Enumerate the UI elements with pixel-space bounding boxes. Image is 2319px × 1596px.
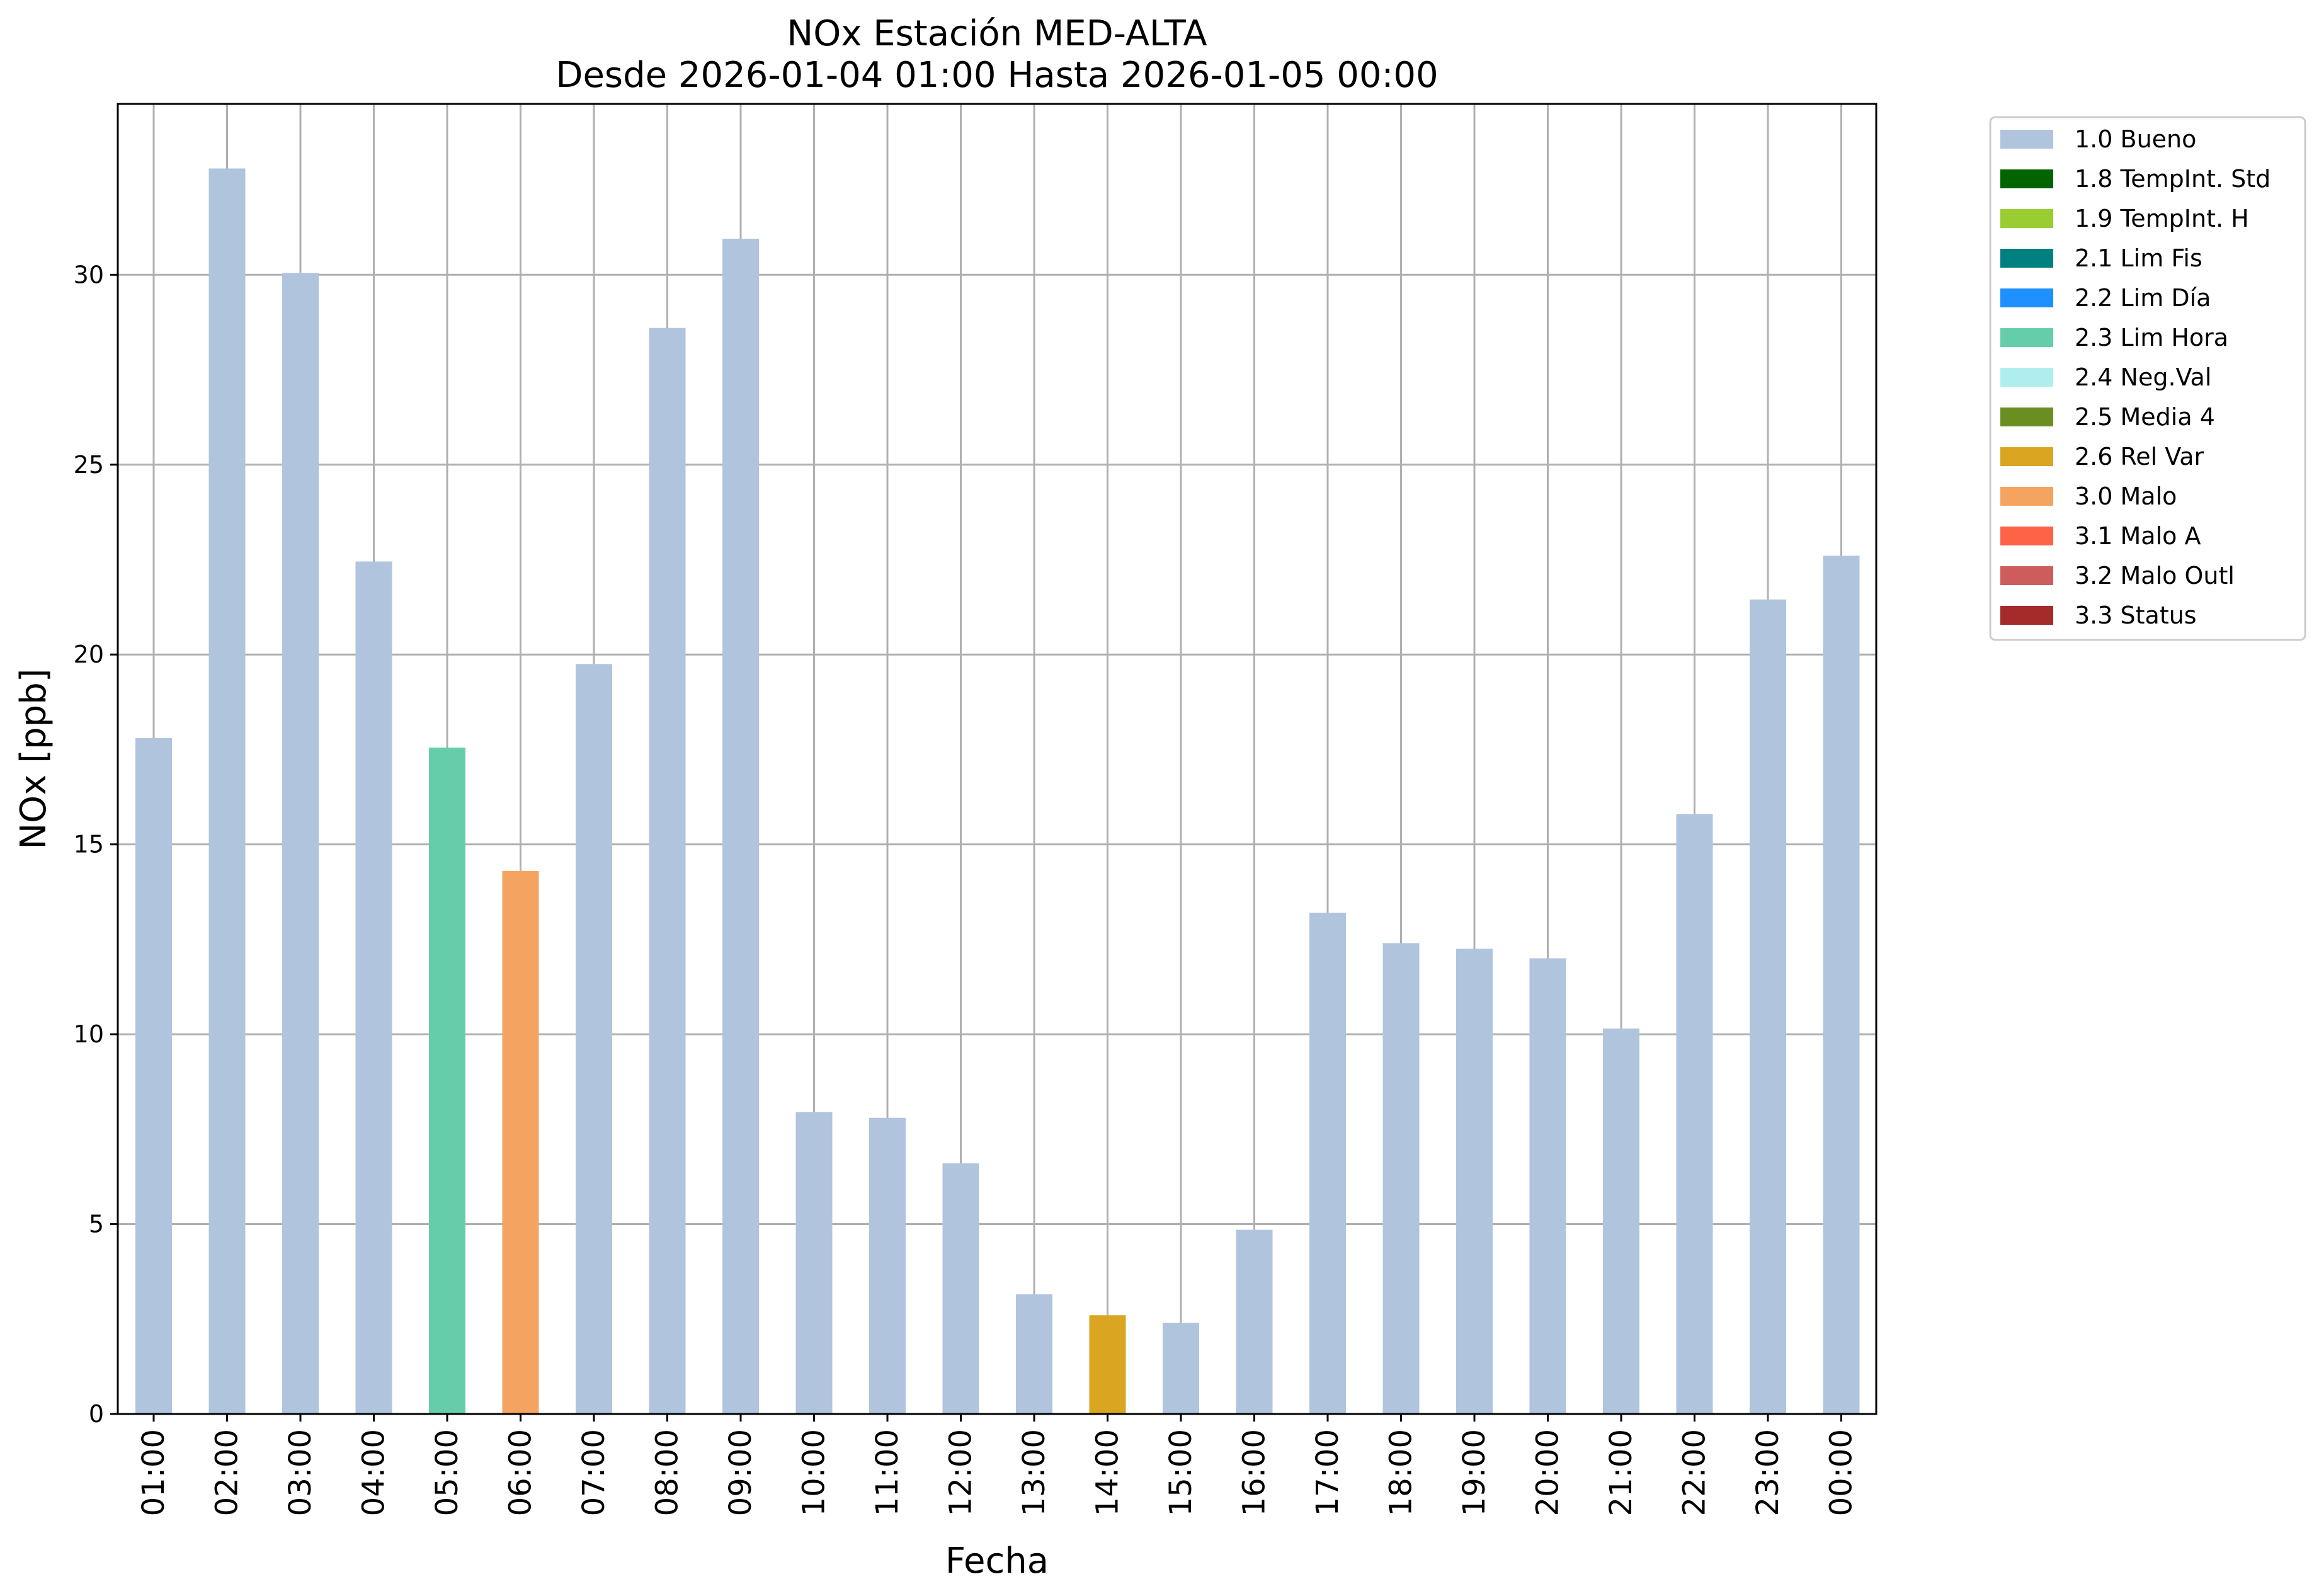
x-tick-label-23: 00:00 [1824,1429,1859,1516]
legend-label-9: 3.0 Malo [2075,482,2177,510]
bar-0300 [282,273,319,1415]
bar-0900 [722,239,759,1414]
x-tick-label-2: 03:00 [283,1429,318,1516]
bar-1300 [1016,1294,1052,1414]
x-tick-label-19: 20:00 [1530,1429,1566,1516]
chart-title: NOx Estación MED-ALTA [787,13,1207,54]
x-tick-label-15: 16:00 [1237,1429,1272,1516]
x-tick-label-1: 02:00 [210,1429,245,1516]
legend-label-4: 2.2 Lim Día [2075,284,2211,312]
y-tick-label-2: 10 [74,1020,104,1048]
legend-swatch-11 [2000,566,2053,585]
x-tick-label-13: 14:00 [1090,1429,1125,1516]
legend-swatch-2 [2000,209,2053,228]
legend-swatch-9 [2000,487,2053,506]
y-tick-label-1: 5 [89,1211,104,1238]
x-tick-label-7: 08:00 [650,1429,685,1516]
bar-1600 [1236,1229,1273,1414]
legend-swatch-8 [2000,447,2053,466]
bar-0000 [1823,556,1860,1415]
x-tick-label-22: 23:00 [1750,1429,1786,1516]
x-tick-label-8: 09:00 [723,1429,758,1516]
legend-label-0: 1.0 Bueno [2075,125,2196,153]
x-axis-label: Fecha [945,1541,1049,1582]
y-tick-label-3: 15 [74,831,104,858]
legend-swatch-12 [2000,606,2053,625]
legend-swatch-7 [2000,408,2053,426]
legend-swatch-0 [2000,130,2053,149]
legend-swatch-6 [2000,368,2053,387]
y-tick-label-5: 25 [74,451,104,479]
legend-label-5: 2.3 Lim Hora [2075,324,2228,351]
bar-0200 [208,168,246,1414]
legend-label-8: 2.6 Rel Var [2075,443,2204,470]
x-tick-label-4: 05:00 [430,1429,465,1516]
y-tick-label-4: 20 [74,641,104,668]
x-tick-label-5: 06:00 [503,1429,538,1516]
x-tick-label-17: 18:00 [1384,1429,1419,1516]
x-tick-label-9: 10:00 [797,1429,832,1516]
bar-0100 [135,738,172,1414]
plot-frame [117,103,1877,1415]
x-tick-label-0: 01:00 [136,1429,171,1516]
bar-1700 [1309,913,1346,1414]
bar-1200 [942,1163,979,1414]
legend-label-1: 1.8 TempInt. Std [2075,165,2271,193]
x-tick-label-11: 12:00 [943,1429,979,1516]
x-tick-label-12: 13:00 [1017,1429,1052,1516]
bar-2000 [1529,958,1566,1414]
bar-0800 [649,328,686,1414]
x-axis-ticks: 01:00 02:00 03:00 04:00 05:00 06:00 07:00 08:00… [136,1414,1859,1516]
bar-1100 [869,1117,906,1414]
legend-label-10: 3.1 Malo A [2075,522,2201,550]
bar-1500 [1163,1323,1199,1414]
legend-swatch-10 [2000,527,2053,545]
x-tick-label-20: 21:00 [1604,1429,1639,1516]
y-tick-label-6: 30 [74,261,104,288]
bar-2300 [1750,599,1786,1414]
legend-swatch-3 [2000,249,2053,268]
y-axis-ticks: 0 5 10 15 20 25 30 [74,261,118,1428]
x-tick-label-14: 15:00 [1163,1429,1199,1516]
x-tick-label-18: 19:00 [1457,1429,1492,1516]
bar-2100 [1603,1029,1639,1414]
x-tick-label-6: 07:00 [576,1429,612,1516]
legend-frame [1989,116,2306,641]
bars [135,168,1860,1415]
legend-label-11: 3.2 Malo Outl [2075,562,2235,590]
legend: 1.0 Bueno 1.8 TempInt. Std 1.9 TempInt. H 2… [1989,116,2306,641]
bar-0600 [502,870,539,1414]
bar-0400 [355,561,392,1415]
x-tick-label-10: 11:00 [870,1429,905,1516]
legend-items: 1.0 Bueno 1.8 TempInt. Std 1.9 TempInt. H 2… [2000,125,2271,629]
legend-label-6: 2.4 Neg.Val [2075,363,2211,391]
legend-swatch-5 [2000,328,2053,347]
legend-label-12: 3.3 Status [2075,601,2197,629]
x-tick-label-16: 17:00 [1310,1429,1345,1516]
legend-label-2: 1.9 TempInt. H [2075,205,2249,232]
y-tick-label-0: 0 [89,1400,104,1428]
x-tick-label-3: 04:00 [356,1429,392,1516]
chart-subtitle: Desde 2026-01-04 01:00 Hasta 2026-01-05 … [556,55,1438,96]
legend-swatch-1 [2000,169,2053,188]
bar-2200 [1676,814,1713,1414]
legend-swatch-4 [2000,288,2053,307]
legend-label-3: 2.1 Lim Fis [2075,244,2202,272]
x-tick-label-21: 22:00 [1677,1429,1712,1516]
bar-1900 [1456,949,1493,1414]
bar-0500 [429,747,465,1414]
bar-0700 [576,664,612,1414]
bar-1000 [795,1112,833,1414]
y-axis-label: NOx [ppb] [13,668,54,849]
bar-1800 [1382,943,1420,1414]
legend-label-7: 2.5 Media 4 [2075,403,2215,431]
bar-1400 [1089,1315,1126,1414]
